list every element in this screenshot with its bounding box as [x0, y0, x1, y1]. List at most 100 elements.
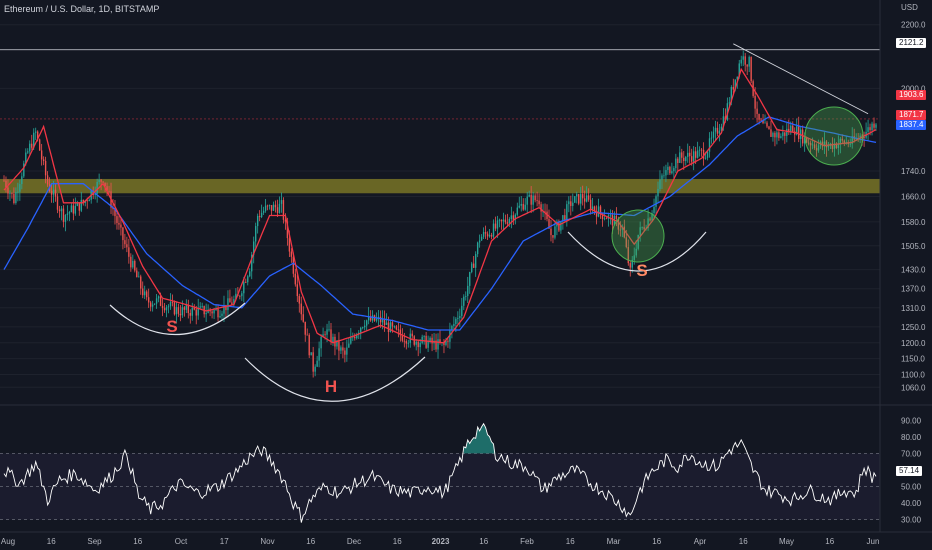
time-tick-label: 16 — [825, 537, 834, 546]
price-badge: 1837.4 — [896, 120, 927, 130]
candle-body — [482, 232, 485, 237]
candle-body — [488, 234, 491, 237]
candle-body — [548, 219, 550, 229]
candle-body — [185, 305, 188, 310]
price-tick-label: 1150.0 — [901, 355, 925, 364]
candle-body — [383, 318, 386, 325]
candle-body — [627, 247, 629, 264]
candle-body — [869, 127, 871, 131]
candle-body — [562, 215, 564, 222]
candle-body — [389, 322, 392, 332]
candle-body — [570, 201, 572, 206]
candle-body — [576, 194, 578, 197]
candle-body — [770, 129, 772, 137]
candle-body — [50, 191, 53, 195]
candle-body — [746, 64, 748, 67]
pattern-annotations: S H S — [109, 106, 864, 402]
candle-body — [841, 138, 844, 141]
candle-body — [679, 152, 681, 163]
candle-body — [193, 307, 195, 310]
candle-body — [766, 122, 768, 127]
candle-body — [536, 200, 538, 201]
price-pane[interactable] — [0, 24, 880, 388]
candle-body — [243, 281, 245, 294]
candle-body — [363, 325, 366, 328]
candle-body — [262, 210, 265, 213]
candle-body — [423, 335, 425, 337]
candle-body — [179, 313, 182, 316]
candle-body — [147, 297, 150, 303]
candle-body — [518, 205, 520, 208]
candle-body — [169, 302, 172, 307]
candle-body — [728, 102, 731, 104]
candle-body — [833, 143, 836, 149]
pattern-label: S — [166, 317, 177, 336]
candle-body — [447, 340, 449, 342]
candle-body — [80, 199, 82, 211]
candle-body — [593, 206, 596, 211]
candle-body — [187, 305, 190, 314]
candle-body — [11, 193, 13, 194]
candle-body — [310, 352, 312, 356]
candle-body — [318, 348, 320, 361]
candle-body — [385, 322, 388, 325]
candle-body — [157, 296, 160, 299]
candle-body — [461, 305, 463, 317]
candle-body — [875, 124, 877, 128]
price-tick-label: 1060.0 — [901, 383, 926, 392]
candle-body — [338, 340, 340, 351]
candle-body — [681, 152, 683, 158]
candle-body — [467, 285, 469, 297]
candle-body — [508, 219, 511, 224]
candle-body — [560, 221, 562, 231]
candle-body — [609, 214, 612, 216]
rsi-tick-label: 30.00 — [901, 516, 922, 525]
candle-body — [290, 251, 293, 257]
candle-body — [459, 316, 461, 318]
candle-body — [871, 123, 873, 131]
candle-body — [213, 310, 215, 314]
candle-body — [839, 138, 842, 144]
candle-body — [542, 211, 544, 213]
time-tick-label: Nov — [260, 537, 274, 546]
candle-body — [165, 307, 168, 311]
candle-body — [354, 336, 356, 339]
trend-line — [733, 43, 869, 115]
candle-body — [264, 205, 267, 211]
candle-body — [685, 156, 687, 162]
candle-body — [381, 318, 384, 323]
candle-body — [667, 166, 669, 171]
candle-body — [585, 195, 588, 202]
candle-body — [29, 143, 31, 152]
rsi-line — [3, 422, 877, 523]
time-tick-label: 16 — [47, 537, 56, 546]
candle-body — [496, 220, 499, 229]
candle-body — [690, 156, 693, 162]
rsi-pane[interactable] — [0, 422, 880, 523]
candle-body — [478, 240, 481, 243]
candle-body — [815, 148, 818, 151]
rsi-tick-label: 50.00 — [901, 483, 922, 492]
candle-body — [391, 322, 394, 327]
candle-body — [631, 259, 633, 268]
candle-body — [780, 136, 782, 138]
candle-body — [554, 226, 556, 238]
ma-slow-line — [3, 116, 877, 331]
candle-body — [589, 199, 592, 210]
candle-body — [286, 221, 289, 239]
candle-body — [332, 336, 334, 343]
candle-body — [587, 195, 590, 200]
candle-body — [27, 151, 29, 153]
candle-body — [52, 189, 55, 195]
candle-body — [683, 157, 685, 162]
candle-body — [437, 339, 439, 350]
candle-body — [637, 234, 639, 249]
candle-body — [183, 307, 186, 310]
highlight-circle — [804, 106, 864, 166]
candle-body — [730, 87, 733, 103]
candle-body — [254, 226, 257, 242]
candle-body — [3, 180, 5, 182]
candle-body — [484, 232, 487, 234]
candle-body — [268, 205, 271, 206]
